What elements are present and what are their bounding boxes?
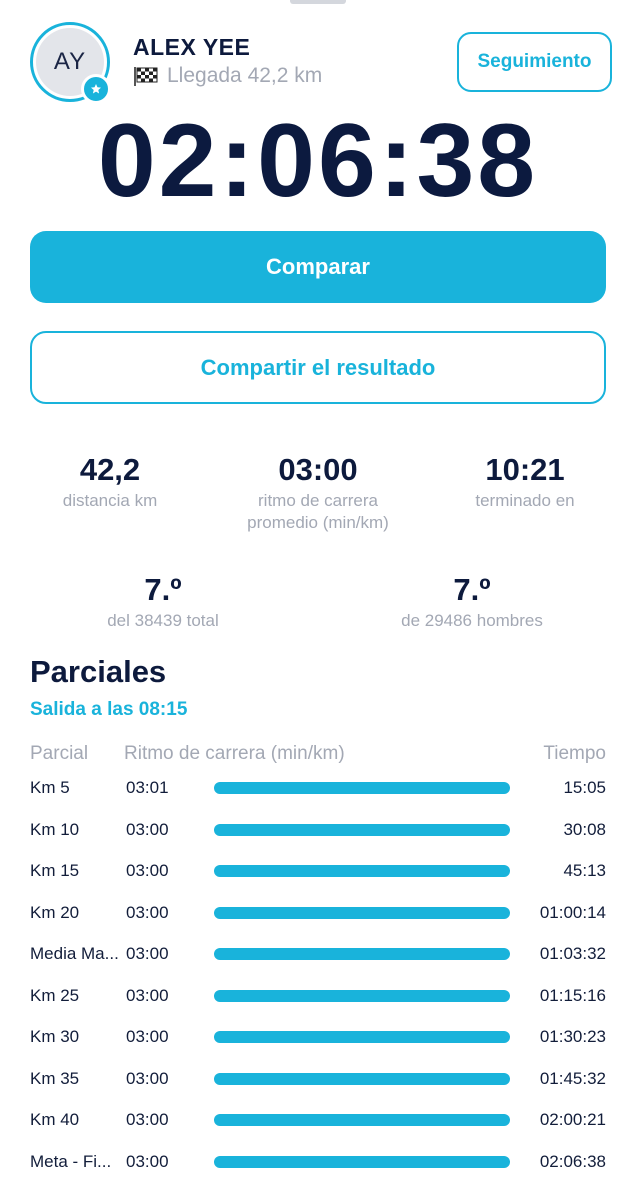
avatar: AY [30,22,110,102]
split-name: Km 25 [30,986,80,1005]
column-header-split: Parcial [30,743,89,764]
stat-avg-pace-label-line1: ritmo de carrera [258,491,378,510]
split-pace-bar-track [214,1156,510,1168]
split-pace-bar [214,824,510,836]
split-pace: 03:00 [126,986,169,1005]
split-row: Km 35 03:00 01:45:32 [0,1064,636,1094]
split-time: 02:00:21 [539,1110,606,1129]
split-row: Km 10 03:00 30:08 [0,815,636,845]
split-name: Media Ma... [30,944,119,963]
split-pace: 03:00 [126,903,169,922]
split-time: 45:13 [563,861,606,880]
split-time: 01:00:14 [539,903,606,922]
split-time: 01:03:32 [539,944,606,963]
split-row: Meta - Fi... 03:00 02:06:38 [0,1147,636,1177]
stat-avg-pace-value: 03:00 [278,452,358,487]
split-pace-bar-track [214,1073,510,1085]
stat-finished-at: 10:21 terminado en [445,452,605,512]
stat-gender-rank-value: 7.º [453,572,491,607]
split-pace-bar [214,782,510,794]
split-name: Km 30 [30,1027,80,1046]
split-time: 01:45:32 [539,1069,606,1088]
split-row: Km 25 03:00 01:15:16 [0,981,636,1011]
split-name: Km 20 [30,903,80,922]
stat-overall-rank-label: del 38439 total [107,611,219,630]
stat-overall-rank: 7.º del 38439 total [73,572,253,632]
split-name: Meta - Fi... [30,1152,112,1171]
split-pace-bar [214,990,510,1002]
finish-status: Llegada 42,2 km [133,64,322,88]
share-result-button[interactable]: Compartir el resultado [30,331,606,404]
split-name: Km 10 [30,820,80,839]
split-name: Km 5 [30,778,70,797]
split-pace-bar [214,1114,510,1126]
split-pace-bar-track [214,1031,510,1043]
split-name: Km 40 [30,1110,80,1129]
athlete-name: ALEX YEE [133,34,251,60]
stat-overall-rank-value: 7.º [144,572,182,607]
split-time: 01:30:23 [539,1027,606,1046]
split-row: Km 40 03:00 02:00:21 [0,1105,636,1135]
split-pace: 03:01 [126,778,169,797]
split-row: Media Ma... 03:00 01:03:32 [0,939,636,969]
stat-finished-at-value: 10:21 [485,452,565,487]
finish-label: Llegada 42,2 km [167,64,323,87]
split-pace-bar-track [214,865,510,877]
stat-gender-rank: 7.º de 29486 hombres [372,572,572,632]
split-pace: 03:00 [126,944,169,963]
column-header-pace: Ritmo de carrera (min/km) [124,743,345,764]
split-pace-bar [214,907,510,919]
stat-finished-at-label: terminado en [475,491,575,510]
split-pace: 03:00 [126,820,169,839]
split-row: Km 30 03:00 01:30:23 [0,1022,636,1052]
splits-title: Parciales [30,654,167,689]
avatar-initials: AY [36,28,104,96]
split-pace-bar-track [214,782,510,794]
column-header-time: Tiempo [543,743,606,764]
split-pace-bar-track [214,948,510,960]
split-pace: 03:00 [126,1152,169,1171]
stat-distance-label: distancia km [62,491,158,510]
split-time: 01:15:16 [539,986,606,1005]
follow-button[interactable]: Seguimiento [457,32,612,92]
split-pace: 03:00 [126,1069,169,1088]
split-pace-bar-track [214,1114,510,1126]
split-pace: 03:00 [126,861,169,880]
split-row: Km 15 03:00 45:13 [0,856,636,886]
split-pace: 03:00 [126,1110,169,1129]
split-pace-bar-track [214,907,510,919]
split-pace-bar [214,1031,510,1043]
split-pace-bar-track [214,824,510,836]
split-time: 30:08 [563,820,606,839]
split-pace-bar-track [214,990,510,1002]
start-time-label: Salida a las 08:15 [30,699,188,720]
stat-gender-rank-label: de 29486 hombres [401,611,543,630]
split-time: 02:06:38 [539,1152,606,1171]
split-row: Km 5 03:01 15:05 [0,773,636,803]
stat-avg-pace-label-line2: promedio (min/km) [247,513,389,532]
checkered-flag-icon [134,67,158,86]
split-name: Km 35 [30,1069,80,1088]
split-pace: 03:00 [126,1027,169,1046]
stat-avg-pace: 03:00 ritmo de carrera promedio (min/km) [218,452,418,534]
sheet-drag-handle[interactable] [290,0,346,4]
split-row: Km 20 03:00 01:00:14 [0,898,636,928]
split-pace-bar [214,948,510,960]
split-pace-bar [214,1073,510,1085]
split-time: 15:05 [563,778,606,797]
stat-distance-value: 42,2 [79,452,141,487]
split-pace-bar [214,865,510,877]
stat-distance: 42,2 distancia km [30,452,190,512]
compare-button[interactable]: Comparar [30,231,606,303]
split-pace-bar [214,1156,510,1168]
finish-time: 02:06:38 [97,103,539,219]
star-icon [81,74,111,104]
split-name: Km 15 [30,861,80,880]
